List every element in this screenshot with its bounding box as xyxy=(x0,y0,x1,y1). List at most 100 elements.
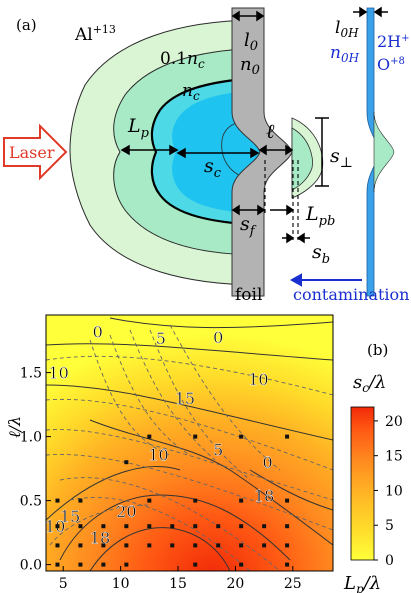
x-tick-label: 20 xyxy=(227,576,245,592)
lp-label: Lp xyxy=(127,115,150,141)
contour-label: 15 xyxy=(60,507,80,526)
simulation-points xyxy=(55,434,290,567)
contour-label-01nc: 0.1nc xyxy=(160,49,205,71)
ell-arrow xyxy=(258,144,294,156)
simulation-point xyxy=(285,434,290,439)
sf-label: sf xyxy=(240,213,257,239)
simulation-point xyxy=(55,524,60,529)
species-o-label: O+8 xyxy=(377,55,405,74)
simulation-point xyxy=(285,498,290,503)
simulation-point xyxy=(78,524,83,529)
colorbar xyxy=(350,406,375,561)
x-axis: 5 10 15 20 25 xyxy=(59,566,302,592)
l0h-arrow xyxy=(353,6,388,18)
simulation-point xyxy=(78,498,83,503)
contour-label: 10 xyxy=(45,517,65,536)
colorbar-tick-label: 0 xyxy=(385,553,394,569)
ion-charge: +13 xyxy=(93,23,116,36)
y-tick-label: 1.0 xyxy=(20,430,42,446)
contamination-arrow xyxy=(289,273,362,287)
simulation-point xyxy=(170,524,175,529)
simulation-point xyxy=(262,543,267,548)
contamination-label: contamination xyxy=(293,285,409,304)
simulation-point xyxy=(78,543,83,548)
contour-label: 20 xyxy=(116,502,136,521)
simulation-point xyxy=(239,562,244,567)
simulation-point xyxy=(170,543,175,548)
contour-18-right xyxy=(249,469,333,511)
contour-label: 10 xyxy=(248,370,268,389)
simulation-point xyxy=(101,562,106,567)
x-tick-label: 25 xyxy=(284,576,302,592)
simulation-point xyxy=(101,524,106,529)
n0-label: n0 xyxy=(240,54,260,78)
contamination-plasma xyxy=(373,111,395,193)
panel-a: Laser (a) Al+13 0.1nc nc Lp sc ℓ xyxy=(3,6,410,305)
simulation-point xyxy=(239,498,244,503)
simulation-point xyxy=(239,543,244,548)
contour-5-top xyxy=(46,343,333,361)
contour-label: 5 xyxy=(213,440,223,459)
l0h-label: l0H xyxy=(335,18,359,40)
contour-15 xyxy=(89,419,333,546)
contour-18 xyxy=(59,494,291,561)
contour-label: 18 xyxy=(90,529,110,548)
simulation-point xyxy=(147,434,152,439)
simulation-point xyxy=(124,460,129,465)
dashed-contour-4 xyxy=(46,454,333,531)
colorbar-tick-label: 5 xyxy=(385,518,394,534)
simulation-point xyxy=(193,543,198,548)
y-axis: 0.0 0.5 1.0 1.5 xyxy=(20,366,51,574)
contour-label: 0 xyxy=(213,328,223,347)
simulation-point xyxy=(101,543,106,548)
plot-frame xyxy=(45,314,334,572)
contour-label: 18 xyxy=(254,486,274,505)
lpb-arrow xyxy=(270,204,295,216)
simulation-point xyxy=(239,434,244,439)
contour-10-top xyxy=(46,384,333,441)
dashed-contour-8 xyxy=(149,329,251,481)
colorbar-tick-label: 15 xyxy=(385,449,403,465)
dashed-contour-5 xyxy=(59,477,281,571)
panel-b-label: (b) xyxy=(367,341,388,359)
contour-label: 0 xyxy=(262,453,272,472)
simulation-point xyxy=(124,562,129,567)
heatmap-background xyxy=(46,315,333,571)
dashed-contour-3 xyxy=(46,429,333,501)
simulation-point xyxy=(147,543,152,548)
sc-label: sc xyxy=(204,155,222,181)
l0-arrow xyxy=(231,10,265,22)
contour-0-top xyxy=(109,317,333,329)
species-h-label: 2H+ xyxy=(377,32,410,51)
y-tick-label: 1.5 xyxy=(20,366,42,382)
dashed-contour-6 xyxy=(69,497,251,571)
simulation-point xyxy=(216,543,221,548)
simulation-point xyxy=(193,524,198,529)
dashed-contour-10 xyxy=(129,329,216,461)
x-axis-label: Lp/λ xyxy=(343,573,381,593)
contour-label: 15 xyxy=(175,389,195,408)
simulation-point xyxy=(285,562,290,567)
ell-label: ℓ xyxy=(266,119,275,143)
simulation-point xyxy=(124,524,129,529)
simulation-point xyxy=(55,543,60,548)
simulation-point xyxy=(285,543,290,548)
n0h-label: n0H xyxy=(330,43,360,65)
simulation-point xyxy=(124,543,129,548)
foil-label: foil xyxy=(235,285,262,305)
simulation-point xyxy=(55,498,60,503)
simulation-point xyxy=(55,562,60,567)
sperp-arrow xyxy=(315,117,329,187)
colorbar-tick-label: 10 xyxy=(385,483,403,499)
simulation-point xyxy=(193,434,198,439)
y-tick-label: 0.0 xyxy=(20,558,42,574)
l0-label: l0 xyxy=(244,30,258,54)
sb-label: sb xyxy=(312,241,330,267)
simulation-point xyxy=(262,524,267,529)
colorbar-ticks: 0 5 10 15 20 xyxy=(374,414,403,569)
colorbar-label: sc/λ xyxy=(353,372,386,395)
panel-a-label: (a) xyxy=(16,16,37,34)
